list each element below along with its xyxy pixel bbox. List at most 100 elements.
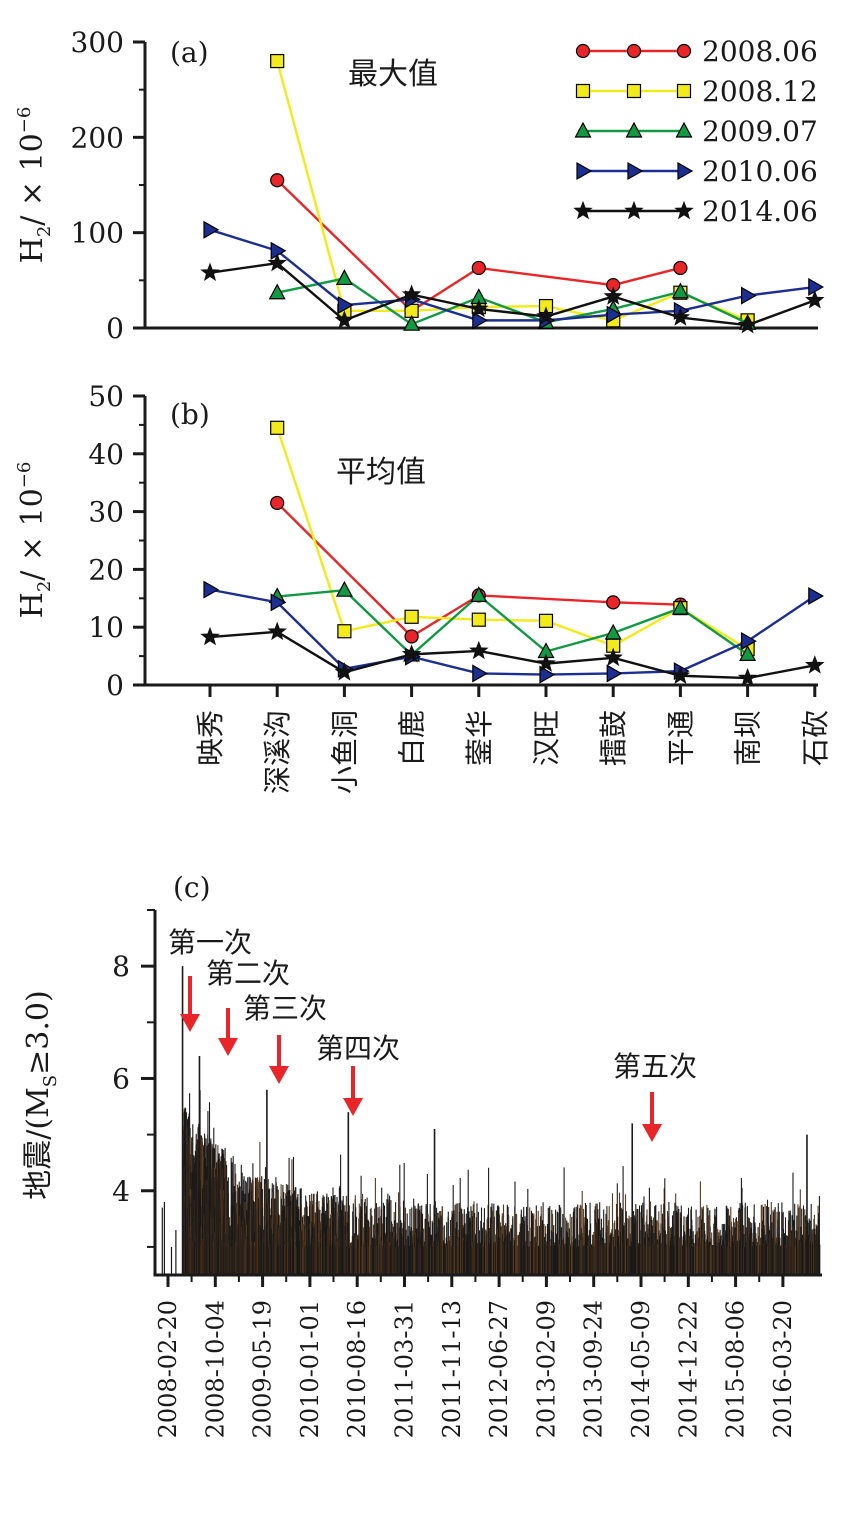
data-point xyxy=(673,260,688,276)
legend-marker xyxy=(625,121,643,138)
panel-b-ylabel: H2/ × 10−6 xyxy=(14,462,55,619)
legend-label: 2009.07 xyxy=(702,115,818,148)
ylabel-sub: 2 xyxy=(34,226,55,237)
panel-c-ylabel: 地震/(MS≥3.0) xyxy=(21,990,61,1199)
legend-label: 2014.06 xyxy=(702,195,818,228)
series-2 xyxy=(268,580,757,662)
date-tick-label: 2013-09-24 xyxy=(580,1300,608,1438)
date-tick-label: 2014-12-22 xyxy=(674,1300,702,1438)
legend-entry: 2014.06 xyxy=(573,195,818,228)
legend-label: 2010.06 xyxy=(702,155,818,188)
data-point xyxy=(471,612,486,627)
panel-b: 0 10 20 30 40 50 (b) 平均值 H2/ × 10−6 映秀 深溪沟 小鱼洞 白… xyxy=(14,380,832,794)
category-label: 南坝 xyxy=(732,710,765,766)
ylabel-sub: S xyxy=(40,1075,61,1087)
data-point xyxy=(603,647,623,667)
category-label: 深溪沟 xyxy=(261,710,294,794)
data-point xyxy=(469,298,489,318)
data-point xyxy=(606,664,623,683)
event-label: 第四次 xyxy=(316,1032,400,1065)
legend-marker xyxy=(626,43,642,59)
data-point xyxy=(335,269,353,286)
event-label: 第二次 xyxy=(206,957,290,990)
legend-marker xyxy=(574,121,592,138)
series-line xyxy=(209,630,816,680)
data-point xyxy=(737,667,758,687)
data-point xyxy=(403,314,421,331)
data-point xyxy=(471,260,486,276)
event-marker: 第四次 xyxy=(316,1032,400,1116)
category-label: 蓥华 xyxy=(463,710,496,766)
data-point xyxy=(267,621,287,641)
date-tick-label: 2010-08-16 xyxy=(343,1300,371,1438)
data-point xyxy=(270,53,285,69)
data-point xyxy=(270,173,285,188)
legend-label: 2008.06 xyxy=(702,35,818,68)
ylabel-unit: / × 10 xyxy=(15,488,50,581)
date-tick-label: 2012-06-27 xyxy=(485,1300,513,1438)
event-arrow-head xyxy=(269,1066,289,1084)
legend-entry: 2008.06 xyxy=(575,35,818,68)
date-tick-label: 2011-03-31 xyxy=(391,1300,419,1438)
legend-marker xyxy=(675,121,693,138)
data-point xyxy=(200,262,220,281)
data-point xyxy=(203,220,220,239)
data-point xyxy=(472,664,489,683)
category-label: 映秀 xyxy=(194,710,227,766)
data-point xyxy=(805,655,825,674)
y-tick-label: 6 xyxy=(112,1062,130,1095)
series-line xyxy=(277,588,749,657)
ylabel-tail: ≥3.0) xyxy=(21,990,56,1075)
data-point xyxy=(337,624,352,639)
y-tick-label: 200 xyxy=(71,121,124,154)
series-3 xyxy=(203,220,825,330)
legend: 2008.06 2008.12 2009.07 2010.06 2014.06 xyxy=(573,35,818,228)
data-point xyxy=(270,420,285,435)
series-line xyxy=(276,277,749,326)
date-tick-label: 2014-05-09 xyxy=(627,1300,655,1438)
event-arrow-head xyxy=(218,1038,238,1056)
category-label: 擂鼓 xyxy=(597,710,630,766)
legend-entry: 2010.06 xyxy=(576,155,818,188)
panel-a-label: (a) xyxy=(170,36,209,69)
series-line xyxy=(209,228,815,322)
data-point xyxy=(808,586,825,606)
data-point xyxy=(536,306,556,325)
event-marker: 第一次 xyxy=(168,926,252,1032)
date-tick-label: 2009-05-19 xyxy=(249,1300,277,1438)
category-label: 白鹿 xyxy=(396,710,429,766)
event-arrow-head xyxy=(642,1124,662,1142)
data-point xyxy=(739,645,757,661)
series-line xyxy=(209,261,816,327)
data-point xyxy=(740,632,757,651)
data-point xyxy=(200,626,220,646)
earthquake-bars xyxy=(161,966,821,1275)
legend-marker xyxy=(576,161,593,181)
y-tick-label: 100 xyxy=(71,217,124,250)
data-point xyxy=(270,241,287,260)
panel-c-label: (c) xyxy=(173,871,211,904)
data-point xyxy=(737,314,758,334)
data-point xyxy=(334,662,355,681)
y-tick-label: 4 xyxy=(112,1175,130,1208)
panel-b-title: 平均值 xyxy=(336,455,426,490)
data-point xyxy=(805,290,825,309)
y-tick-label: 0 xyxy=(106,312,124,345)
legend-marker xyxy=(573,200,593,220)
ylabel-h: H xyxy=(15,592,50,618)
legend-marker xyxy=(676,43,692,59)
event-marker: 第五次 xyxy=(613,1050,697,1142)
date-tick-label: 2008-10-04 xyxy=(201,1300,229,1438)
data-point xyxy=(670,307,691,326)
data-point xyxy=(270,593,287,612)
panel-b-axes xyxy=(143,396,818,687)
data-point xyxy=(334,310,355,329)
series-line xyxy=(209,588,816,676)
date-tick-label: 2015-08-06 xyxy=(722,1300,750,1438)
ylabel-prefix: 地震/(M xyxy=(21,1087,56,1200)
legend-marker xyxy=(575,83,591,99)
data-point xyxy=(469,640,489,660)
event-label: 第三次 xyxy=(243,992,327,1025)
